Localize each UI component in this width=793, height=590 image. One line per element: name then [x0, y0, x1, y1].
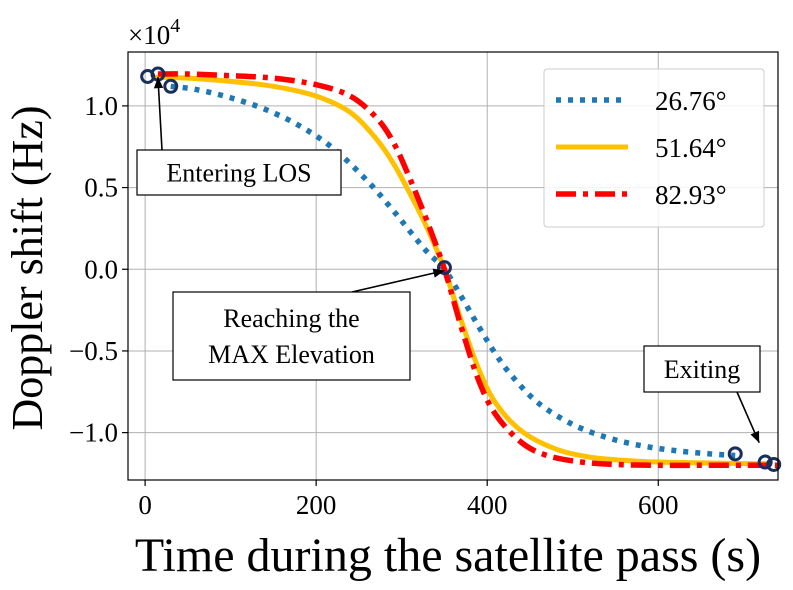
- x-ticks: 0 200 400 600: [138, 480, 679, 520]
- annotation-label: MAX Elevation: [208, 340, 375, 369]
- plot-frame: [127, 51, 779, 481]
- y-tick-label: 1.0: [84, 91, 118, 121]
- legend-label-2: 51.64°: [655, 133, 727, 163]
- legend-box: [543, 68, 765, 228]
- annotation-box: [643, 345, 761, 393]
- x-axis-title: Time during the satellite pass (s): [135, 529, 761, 582]
- annotation-arrow-shaft: [157, 77, 163, 151]
- y-tick-label: −1.0: [69, 418, 118, 448]
- annotation-arrow-head: [750, 430, 760, 443]
- annotation-box: [172, 291, 411, 381]
- annotation-arrow-head: [432, 268, 445, 278]
- x-tick-label: 400: [467, 490, 508, 520]
- legend-label-1: 26.76°: [655, 86, 727, 116]
- series-layer: [153, 71, 778, 469]
- annotation-layer: Entering LOS Reaching the MAX Elevation Exi…: [136, 77, 761, 444]
- y-tick-label: 0.0: [84, 254, 118, 284]
- series-line-2: [153, 74, 770, 467]
- y-ticks: 1.0 0.5 0.0 −0.5 −1.0: [69, 91, 128, 448]
- y-axis-title: Doppler shift (Hz): [3, 105, 52, 430]
- annotation-arrow-head: [153, 77, 164, 89]
- annotation-arrow-shaft: [351, 269, 445, 293]
- event-marker: [436, 260, 452, 276]
- annotation-box: [136, 149, 342, 196]
- event-marker: [727, 446, 743, 462]
- x-tick-label: 0: [138, 490, 152, 520]
- x-tick-label: 600: [638, 490, 679, 520]
- event-marker: [757, 454, 773, 470]
- legend-label-3: 82.93°: [655, 180, 727, 210]
- annotation-label: Entering LOS: [166, 159, 311, 188]
- legend: 26.76° 51.64° 82.93°: [543, 68, 765, 228]
- y-scale-factor: ×104: [128, 15, 180, 50]
- annotation-label: Reaching the: [223, 304, 359, 333]
- y-tick-label: 0.5: [84, 173, 118, 203]
- event-marker: [163, 78, 179, 94]
- annotation-label: Exiting: [664, 355, 741, 384]
- x-tick-label: 200: [296, 490, 337, 520]
- y-tick-label: −0.5: [69, 336, 118, 366]
- event-marker: [766, 456, 782, 472]
- legend-entries: 26.76° 51.64° 82.93°: [556, 86, 727, 210]
- series-line-3: [157, 71, 778, 469]
